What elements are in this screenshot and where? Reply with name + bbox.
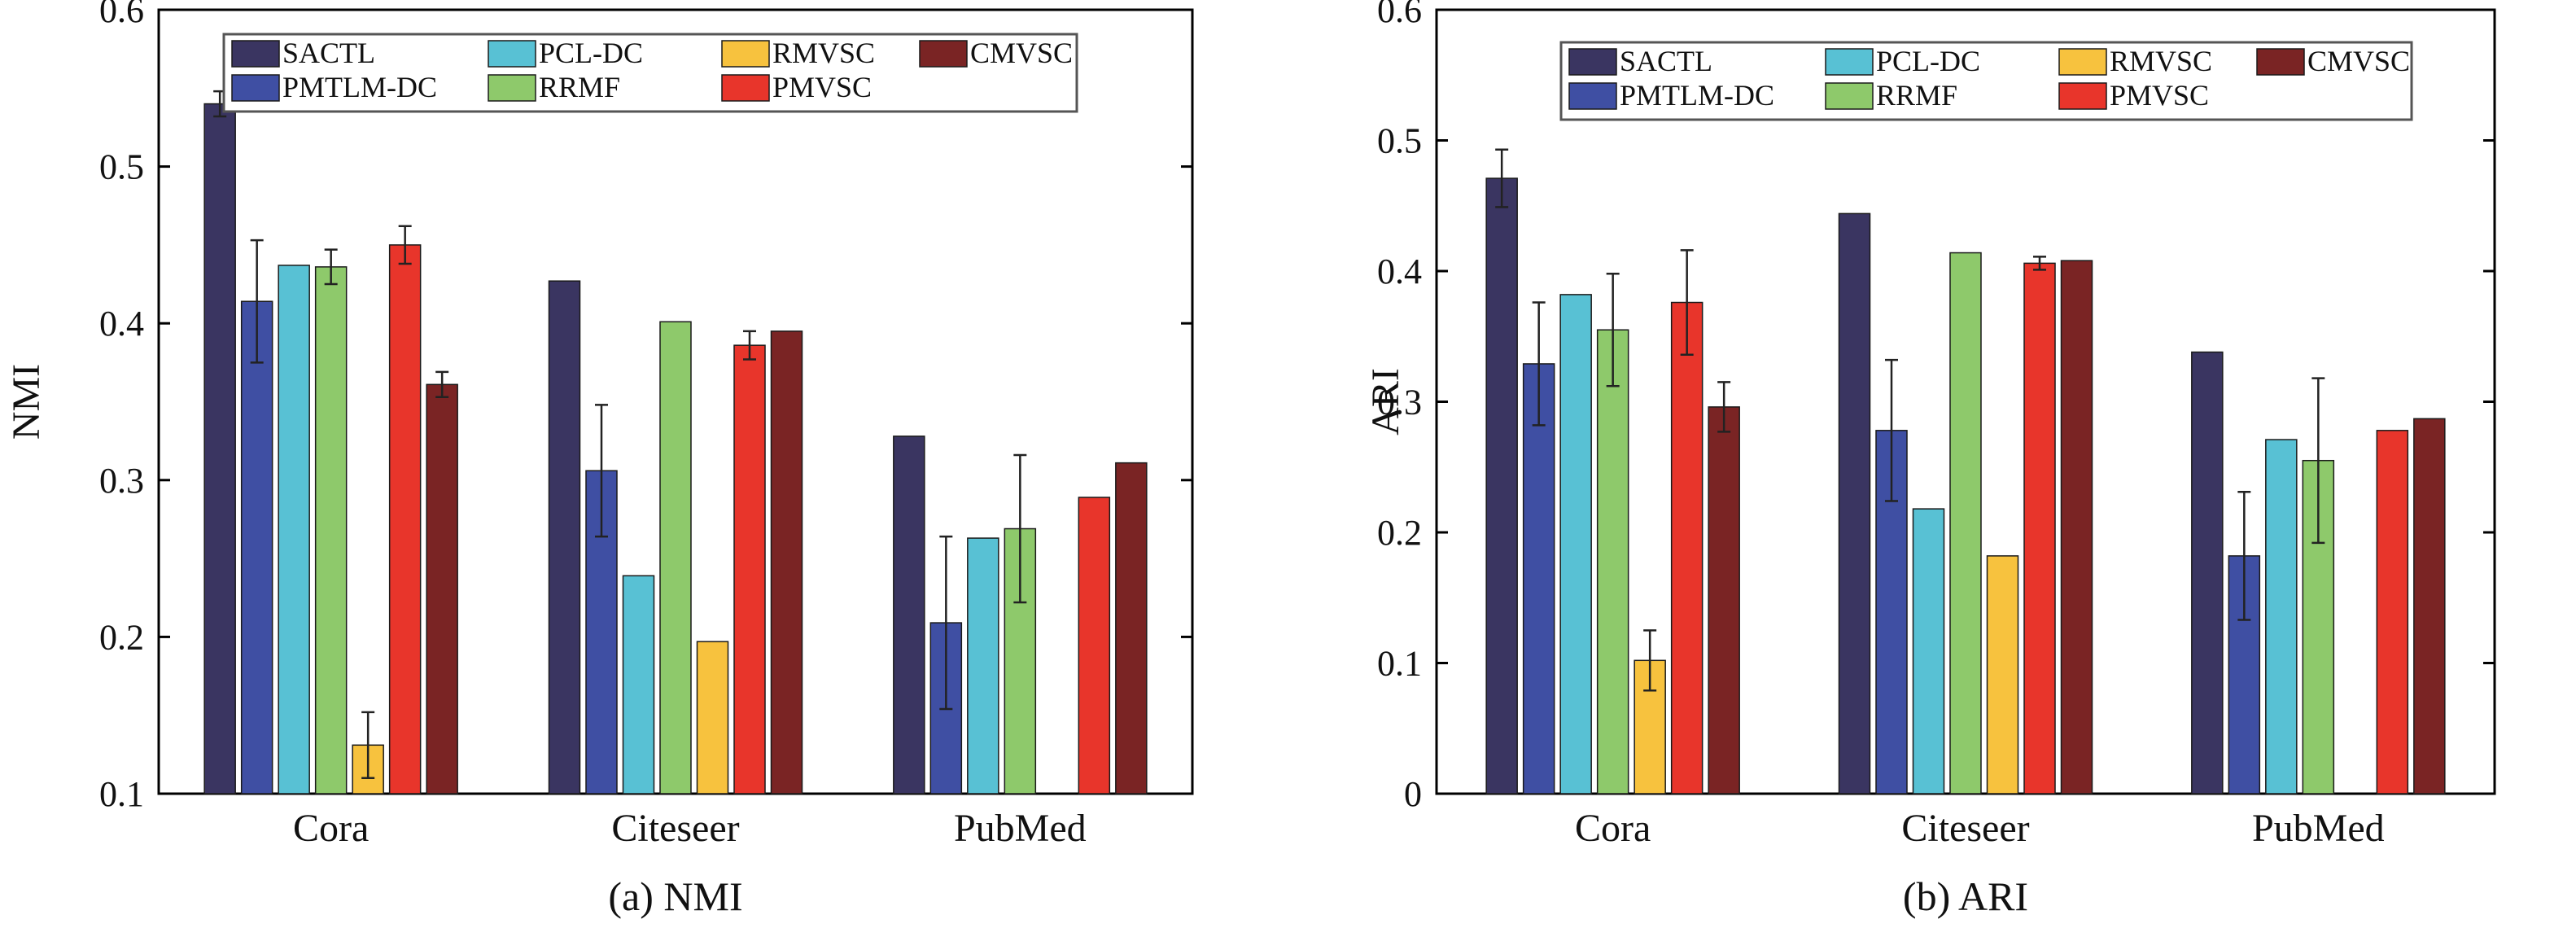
legend-box	[1559, 41, 2413, 121]
legend-swatch-pcl-dc	[1825, 48, 1874, 76]
bar-rrmf-citeseer	[1949, 252, 1982, 794]
x-tick-label-citeseer: Citeseer	[611, 807, 739, 850]
legend-swatch-rmvsc	[2058, 48, 2107, 76]
bar-pmvsc-citeseer	[733, 344, 766, 794]
chart-panel-ari: 0 0.1 0.2 0.3 0.4 0.5 0.6 ARI Cora Citeseer PubMed…	[1364, 0, 2496, 919]
legend-swatch-cmvsc	[919, 40, 968, 68]
legend: SACTL PCL-DC RMVSC CMVSC PMTLM-DC RRMF PMVSC	[1559, 41, 2413, 121]
x-tick-label-pubmed: PubMed	[2252, 807, 2385, 850]
bar-cmvsc-cora	[426, 383, 458, 794]
legend-label-cmvsc: CMVSC	[970, 37, 1073, 69]
y-tick-label: 0	[1404, 774, 1422, 814]
legend: SACTL PCL-DC RMVSC CMVSC PMTLM-DC RRMF PMVSC	[222, 33, 1078, 113]
legend-label-rrmf: RRMF	[539, 71, 620, 103]
bar-sactl-pubmed	[893, 436, 925, 794]
bar-cmvsc-citeseer	[2060, 260, 2093, 794]
bar-pcl-dc-citeseer	[622, 575, 655, 794]
bar-sactl-citeseer	[548, 280, 581, 794]
x-tick-label-pubmed: PubMed	[954, 807, 1087, 850]
y-tick-label: 0.1	[1377, 644, 1422, 684]
legend-label-rmvsc: RMVSC	[2110, 45, 2212, 77]
bar-pmtlm-dc-cora	[240, 300, 273, 794]
bar-pmvsc-cora	[1670, 301, 1703, 794]
legend-label-pcl-dc: PCL-DC	[1876, 45, 1980, 77]
chart-caption: (a) NMI	[608, 873, 742, 919]
legend-label-cmvsc: CMVSC	[2307, 45, 2410, 77]
y-tick-label: 0.1	[99, 774, 144, 814]
bar-pcl-dc-cora	[278, 265, 310, 794]
bar-pmvsc-citeseer	[2023, 262, 2056, 794]
bar-rmvsc-citeseer	[1986, 555, 2019, 794]
legend-swatch-cmvsc	[2256, 48, 2305, 76]
bar-sactl-cora	[1485, 177, 1518, 794]
bar-rrmf-cora	[314, 266, 348, 794]
y-tick-label: 0.4	[1377, 252, 1422, 291]
legend-label-pmvsc: PMVSC	[2110, 79, 2209, 112]
y-tick-label: 0.2	[99, 617, 144, 657]
y-tick-label: 0.5	[99, 147, 144, 187]
bar-pmtlm-dc-cora	[1522, 363, 1555, 794]
legend-label-sactl: SACTL	[1620, 45, 1712, 77]
legend-label-rrmf: RRMF	[1876, 79, 1957, 112]
legend-swatch-pcl-dc	[488, 40, 536, 68]
y-tick-label: 0.6	[99, 0, 144, 30]
y-axis-label: NMI	[5, 364, 48, 440]
legend-label-rmvsc: RMVSC	[772, 37, 875, 69]
bar-sactl-citeseer	[1838, 212, 1871, 794]
chart-caption: (b) ARI	[1903, 873, 2028, 919]
legend-swatch-pmvsc	[721, 74, 770, 102]
legend-swatch-sactl	[231, 40, 280, 68]
bar-sactl-pubmed	[2191, 351, 2224, 794]
x-tick-label-cora: Cora	[1575, 807, 1651, 850]
bar-pcl-dc-pubmed	[967, 537, 999, 794]
legend-swatch-pmvsc	[2058, 82, 2107, 110]
y-tick-label: 0.3	[99, 461, 144, 501]
legend-swatch-rmvsc	[721, 40, 770, 68]
legend-label-pcl-dc: PCL-DC	[539, 37, 643, 69]
bar-pcl-dc-cora	[1559, 294, 1592, 794]
y-tick-label: 0.2	[1377, 513, 1422, 553]
legend-label-sactl: SACTL	[282, 37, 375, 69]
bar-cmvsc-citeseer	[770, 330, 803, 794]
x-tick-label-citeseer: Citeseer	[1901, 807, 2029, 850]
y-tick-label: 0.3	[1377, 383, 1422, 422]
legend-swatch-pmtlm-dc	[1568, 82, 1617, 110]
legend-label-pmvsc: PMVSC	[772, 71, 872, 103]
legend-swatch-sactl	[1568, 48, 1617, 76]
bar-pcl-dc-pubmed	[2265, 439, 2298, 794]
bar-pmvsc-cora	[388, 244, 422, 794]
bar-pmvsc-pubmed	[2376, 430, 2409, 794]
y-tick-label: 0.6	[1377, 0, 1422, 30]
legend-swatch-rrmf	[488, 74, 536, 102]
x-tick-label-cora: Cora	[293, 807, 369, 850]
y-tick-label: 0.4	[99, 304, 144, 344]
bar-pmvsc-pubmed	[1078, 497, 1111, 794]
bar-rmvsc-citeseer	[696, 641, 729, 794]
legend-label-pmtlm-dc: PMTLM-DC	[1620, 79, 1774, 112]
bar-sactl-cora	[203, 103, 236, 794]
bar-pcl-dc-citeseer	[1912, 508, 1945, 794]
legend-swatch-pmtlm-dc	[231, 74, 280, 102]
bar-cmvsc-pubmed	[2413, 418, 2446, 794]
chart-panel-nmi: 0.1 0.2 0.3 0.4 0.5 0.6 NMI Cora Citeseer PubMed (…	[5, 0, 1194, 919]
bar-rrmf-cora	[1596, 329, 1629, 794]
bar-cmvsc-cora	[1708, 406, 1740, 794]
legend-swatch-rrmf	[1825, 82, 1874, 110]
y-tick-label: 0.5	[1377, 121, 1422, 161]
legend-label-pmtlm-dc: PMTLM-DC	[282, 71, 437, 103]
bar-cmvsc-pubmed	[1115, 462, 1148, 794]
bar-rrmf-citeseer	[659, 321, 692, 794]
y-axis-label: ARI	[1364, 368, 1407, 436]
